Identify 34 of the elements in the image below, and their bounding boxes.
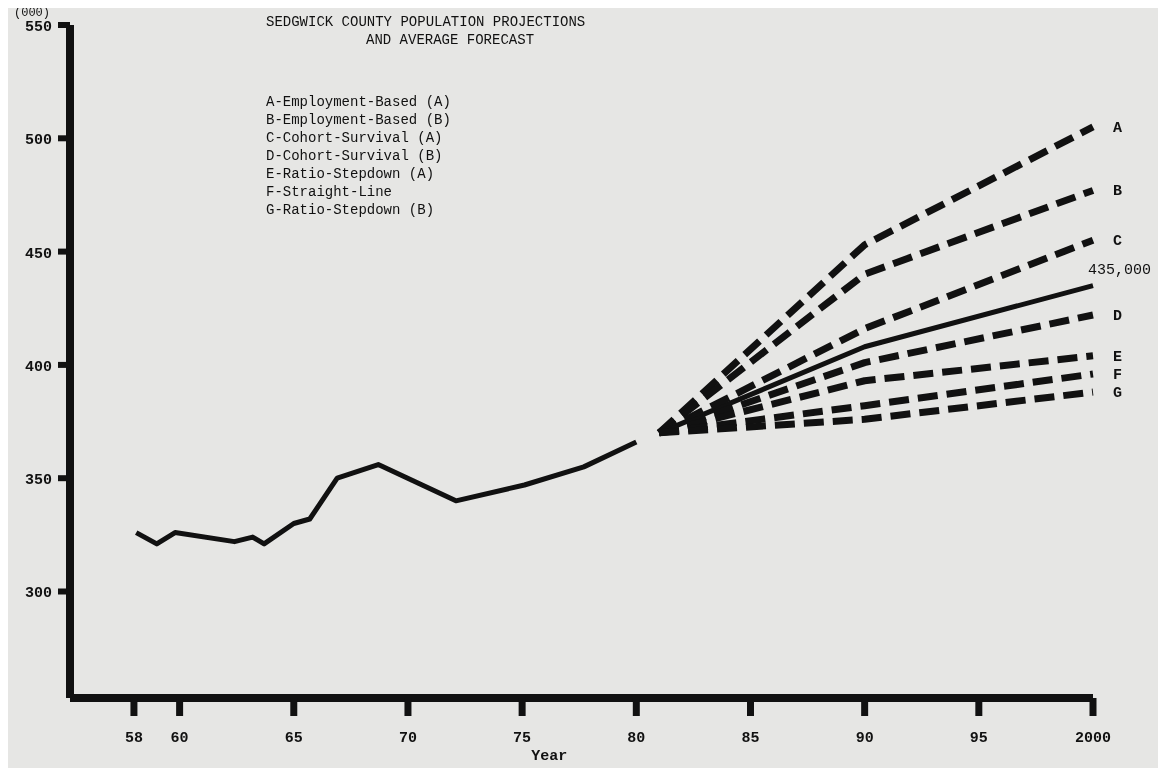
annotation: G-Ratio-Stepdown (B) bbox=[266, 202, 435, 218]
y-tick-label: 550 bbox=[24, 19, 52, 36]
chart-title: SEDGWICK COUNTY POPULATION PROJECTIONS AND AVERAGE FORECAST bbox=[266, 14, 586, 48]
x-tick-label: 58 bbox=[124, 730, 143, 747]
x-tick-label: 80 bbox=[627, 730, 646, 747]
y-tick-label: 350 bbox=[24, 472, 52, 490]
x-tick-label: 85 bbox=[741, 730, 760, 747]
annotation: B-Employment-Based (B) bbox=[266, 112, 451, 128]
annotation: 435,000 bbox=[1087, 261, 1151, 279]
x-tick-label: 95 bbox=[969, 730, 988, 747]
series-label: A bbox=[1113, 119, 1123, 137]
x-tick-label: 90 bbox=[855, 730, 874, 747]
x-tick-label: 70 bbox=[398, 730, 417, 747]
series-label: F bbox=[1113, 366, 1123, 384]
x-tick-label: 65 bbox=[284, 730, 303, 747]
series-label: C bbox=[1113, 233, 1123, 251]
series-label: B bbox=[1113, 183, 1123, 201]
series-label: G bbox=[1113, 385, 1123, 403]
series-label: D bbox=[1113, 308, 1123, 326]
y-tick-label: 400 bbox=[24, 358, 52, 376]
x-tick-label: 75 bbox=[513, 730, 532, 747]
annotation: A-Employment-Based (A) bbox=[266, 94, 451, 110]
annotation: C-Cohort-Survival (A) bbox=[266, 130, 443, 146]
series-label: E bbox=[1113, 348, 1123, 366]
annotation: E-Ratio-Stepdown (A) bbox=[266, 166, 435, 182]
annotation: D-Cohort-Survival (B) bbox=[266, 148, 443, 164]
x-axis-title: Year bbox=[531, 748, 568, 765]
y-tick-label: 300 bbox=[24, 585, 52, 603]
annotation: F-Straight-Line bbox=[266, 184, 393, 200]
x-tick-label: 2000 bbox=[1074, 730, 1112, 747]
y-tick-label: 450 bbox=[24, 245, 52, 263]
y-tick-label: 500 bbox=[24, 132, 52, 150]
x-tick-label: 60 bbox=[170, 730, 189, 747]
y-axis-title: (000) bbox=[14, 6, 51, 20]
